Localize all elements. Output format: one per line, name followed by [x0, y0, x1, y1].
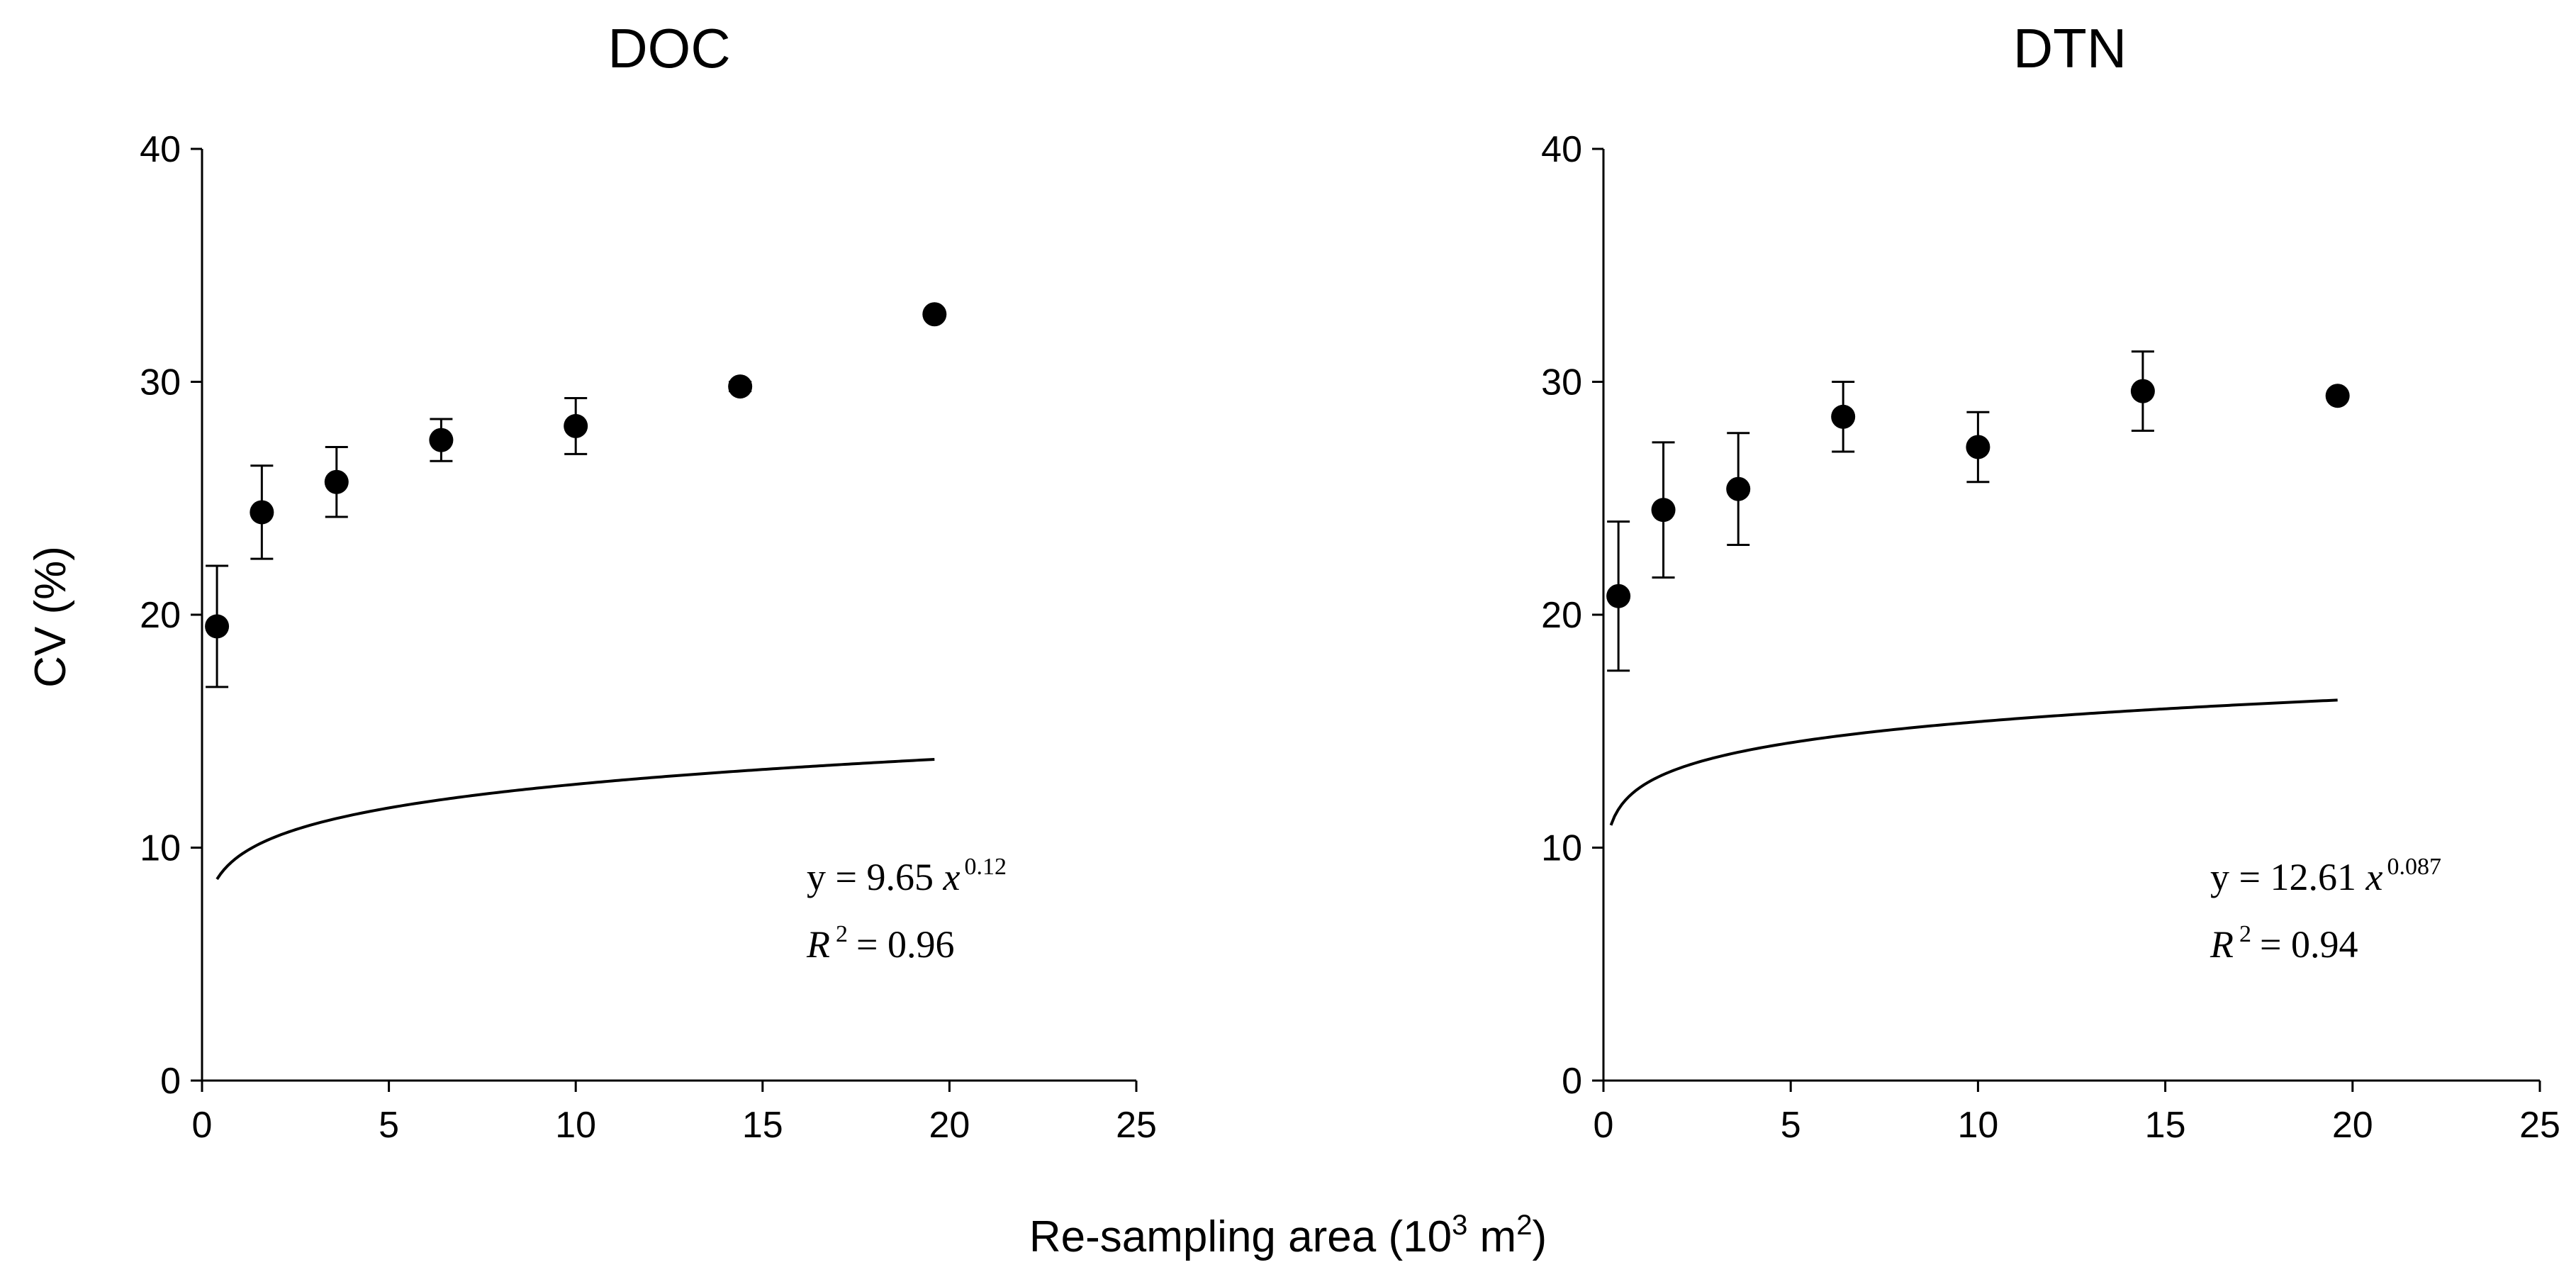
- r-squared-value: = 0.96: [856, 923, 954, 966]
- y-tick-label: 40: [1541, 129, 1582, 170]
- fit-equation-exponent: 0.087: [2387, 854, 2441, 880]
- data-point: [2325, 384, 2350, 408]
- x-tick-label: 5: [1781, 1105, 1801, 1146]
- data-point: [728, 374, 753, 399]
- x-axis-label-close: ): [1532, 1212, 1547, 1261]
- data-point: [1831, 404, 1856, 429]
- y-tick-label: 10: [1541, 828, 1582, 869]
- fit-equation: y = 12.61 x 0.087: [2210, 854, 2441, 898]
- data-point: [564, 413, 588, 438]
- r-squared-label: R: [806, 923, 830, 966]
- x-tick-label: 20: [929, 1105, 970, 1146]
- x-axis-label: Re-sampling area (103 m2): [1029, 1210, 1547, 1261]
- data-point: [1726, 476, 1751, 501]
- fit-equation-var: x: [2365, 856, 2382, 898]
- x-tick-label: 10: [555, 1105, 596, 1146]
- r-squared: R 2 = 0.96: [806, 921, 954, 966]
- data-point: [429, 428, 454, 452]
- r-squared-sup: 2: [836, 921, 848, 947]
- y-tick-label: 20: [140, 595, 181, 636]
- fit-equation: y = 9.65 x 0.12: [807, 854, 1007, 898]
- fit-equation-prefix: y = 12.61: [2210, 856, 2365, 898]
- x-tick-label: 10: [1957, 1105, 1998, 1146]
- y-axis-label: CV (%): [26, 546, 75, 688]
- x-tick-label: 5: [379, 1105, 399, 1146]
- x-tick-label: 25: [1116, 1105, 1157, 1146]
- x-tick-label: 20: [2332, 1105, 2373, 1146]
- x-tick-label: 15: [742, 1105, 783, 1146]
- y-tick-label: 30: [1541, 362, 1582, 403]
- x-axis-label-sup-2: 2: [1516, 1210, 1532, 1241]
- fit-equation-exponent: 0.12: [964, 854, 1007, 880]
- fit-equation-prefix: y = 9.65: [807, 856, 943, 898]
- data-point: [1651, 498, 1676, 523]
- data-point: [922, 302, 947, 327]
- x-tick-label: 25: [2519, 1105, 2560, 1146]
- y-tick-label: 30: [140, 362, 181, 403]
- x-tick-label: 0: [192, 1105, 213, 1146]
- x-tick-label: 0: [1594, 1105, 1614, 1146]
- x-axis-label-main: Re-sampling area (10: [1029, 1212, 1452, 1261]
- r-squared-label: R: [2210, 923, 2234, 966]
- data-point: [1966, 435, 1990, 459]
- data-point: [1606, 584, 1631, 608]
- data-point: [205, 614, 230, 639]
- chart-panel-doc: DOC 0 10 20 30 40 0 5 10 15 20 25 y = 9.65 x 0.12 R 2 = …: [140, 17, 1157, 1146]
- x-axis-label-unit: m: [1467, 1212, 1516, 1261]
- r-squared-sup: 2: [2239, 921, 2251, 947]
- y-tick-label: 20: [1541, 595, 1582, 636]
- r-squared-value: = 0.94: [2260, 923, 2358, 966]
- data-point: [324, 469, 349, 494]
- x-tick-label: 15: [2145, 1105, 2186, 1146]
- fit-curve: [215, 757, 935, 881]
- y-tick-label: 10: [140, 828, 181, 869]
- chart-panel-dtn: DTN 0 10 20 30 40 0 5 10 15 20 25 y = 12.61 x 0.087 R 2…: [1541, 17, 2560, 1146]
- y-tick-label: 0: [160, 1061, 181, 1102]
- x-axis-label-sup-3: 3: [1452, 1210, 1467, 1241]
- data-point: [250, 500, 274, 525]
- fit-curve: [1609, 698, 2338, 826]
- y-tick-label: 0: [1562, 1061, 1582, 1102]
- y-tick-label: 40: [140, 129, 181, 170]
- chart-title: DTN: [2013, 17, 2127, 79]
- data-point: [2130, 379, 2155, 403]
- fit-equation-var: x: [942, 856, 960, 898]
- r-squared: R 2 = 0.94: [2210, 921, 2358, 966]
- chart-title: DOC: [607, 17, 730, 79]
